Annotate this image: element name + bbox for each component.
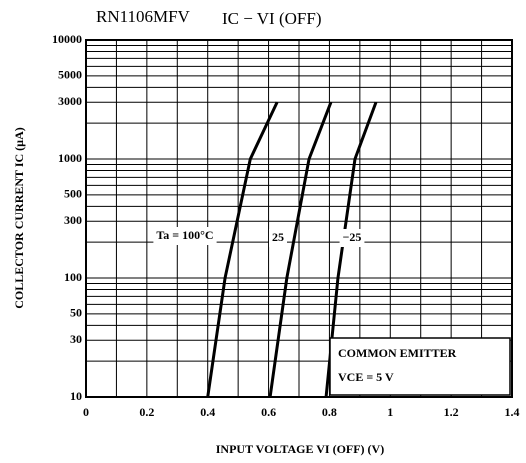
label-bg — [339, 229, 365, 247]
x-tick-label: 0 — [83, 405, 89, 419]
y-tick-label: 50 — [70, 306, 82, 320]
chart-title: RN1106MFV — [96, 7, 191, 26]
y-tick-label: 5000 — [58, 68, 82, 82]
series-label: −25 — [343, 230, 362, 244]
y-tick-label: 30 — [70, 332, 82, 346]
x-tick-label: 0.8 — [322, 405, 337, 419]
series-label: Ta = 100°C — [156, 228, 213, 242]
data-line — [268, 101, 333, 398]
label-bg — [153, 227, 217, 245]
y-tick-label: 1000 — [58, 151, 82, 165]
chart-subtitle: IC − VI (OFF) — [222, 9, 321, 28]
x-tick-label: 0.4 — [200, 405, 215, 419]
x-tick-label: 0.2 — [139, 405, 154, 419]
y-tick-label: 300 — [64, 213, 82, 227]
x-tick-label: 1.2 — [444, 405, 459, 419]
annotation: VCE = 5 V — [338, 370, 394, 384]
x-axis-label: INPUT VOLTAGE VI (OFF) (V) — [216, 442, 384, 456]
y-tick-label: 10000 — [52, 32, 82, 46]
annotation: COMMON EMITTER — [338, 346, 457, 360]
plot-frame — [85, 39, 513, 398]
annotation-box — [329, 337, 511, 396]
data-line — [206, 101, 279, 398]
y-axis-label: COLLECTOR CURRENT IC (µA) — [12, 127, 26, 309]
y-tick-label: 10 — [70, 389, 82, 403]
y-tick-label: 100 — [64, 270, 82, 284]
y-tick-label: 3000 — [58, 94, 82, 108]
x-tick-label: 0.6 — [261, 405, 276, 419]
y-tick-label: 500 — [64, 187, 82, 201]
x-tick-label: 1 — [387, 405, 393, 419]
series-label: 25 — [272, 230, 284, 244]
x-tick-label: 1.4 — [505, 405, 520, 419]
label-bg — [269, 229, 287, 247]
